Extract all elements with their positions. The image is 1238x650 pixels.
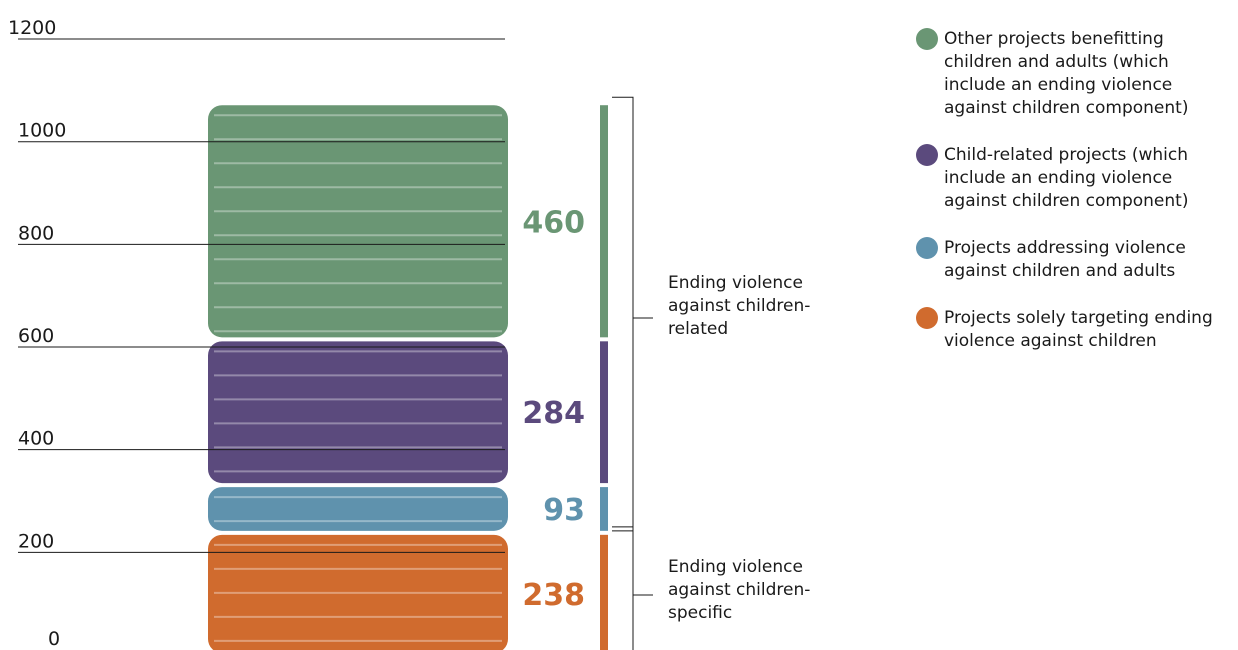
y-tick-label: 400 — [18, 428, 54, 450]
bar-segment-fill — [208, 534, 508, 650]
legend-item-other-projects: Other projects benefitting children and … — [912, 28, 1232, 120]
legend-swatch-green — [916, 28, 938, 50]
group-bracket — [612, 526, 634, 650]
legend-item-solely-targeting: Projects solely targeting ending violenc… — [912, 307, 1232, 353]
legend-label: Child-related projects (which include an… — [944, 145, 1189, 211]
bar-segment-0 — [208, 534, 508, 650]
value-label: 460 — [522, 205, 585, 240]
legend-item-children-and-adults: Projects addressing violence against chi… — [912, 237, 1232, 283]
y-tick-label: 0 — [48, 628, 60, 650]
y-tick-label: 600 — [18, 325, 54, 347]
legend-label: Projects addressing violence against chi… — [944, 238, 1186, 281]
bar-segment-fill — [208, 487, 508, 531]
bar-segment-fill — [208, 105, 508, 338]
value-label: 93 — [543, 493, 585, 528]
legend: Other projects benefitting children and … — [912, 28, 1232, 377]
value-label: 284 — [522, 396, 585, 431]
y-tick-label: 800 — [18, 222, 54, 244]
bar-segment-3 — [208, 105, 508, 338]
legend-item-child-related: Child-related projects (which include an… — [912, 144, 1232, 213]
y-tick-label: 1000 — [18, 120, 66, 142]
value-indicator-bar — [600, 487, 608, 531]
group-bracket — [612, 96, 634, 532]
value-indicator-bar — [600, 105, 608, 338]
legend-swatch-purple — [916, 144, 938, 166]
bar-segment-fill — [208, 341, 508, 484]
group-label-line: Ending violence — [668, 557, 803, 577]
chart-canvas: 0 200 400 600 800 1000 1200 238 93 284 460 Ending v… — [8, 17, 810, 650]
legend-swatch-orange — [916, 307, 938, 329]
group-label-line: related — [668, 319, 728, 339]
value-indicator-bar — [600, 534, 608, 650]
group-label-line: Ending violence — [668, 273, 803, 293]
legend-swatch-blue — [916, 237, 938, 259]
group-label-line: specific — [668, 603, 732, 623]
group-label-line: against children- — [668, 580, 810, 600]
stacked-bar-chart: 0 200 400 600 800 1000 1200 238 93 284 460 Ending v… — [8, 17, 810, 650]
bar-segment-1 — [208, 487, 508, 531]
group-label-line: against children- — [668, 296, 810, 316]
legend-label: Projects solely targeting ending violenc… — [944, 308, 1213, 351]
legend-label: Other projects benefitting children and … — [944, 29, 1189, 118]
bar-segment-2 — [208, 341, 508, 484]
value-indicator-bar — [600, 341, 608, 484]
value-label: 238 — [522, 578, 585, 613]
y-tick-label: 1200 — [8, 17, 56, 39]
y-tick-label: 200 — [18, 530, 54, 552]
